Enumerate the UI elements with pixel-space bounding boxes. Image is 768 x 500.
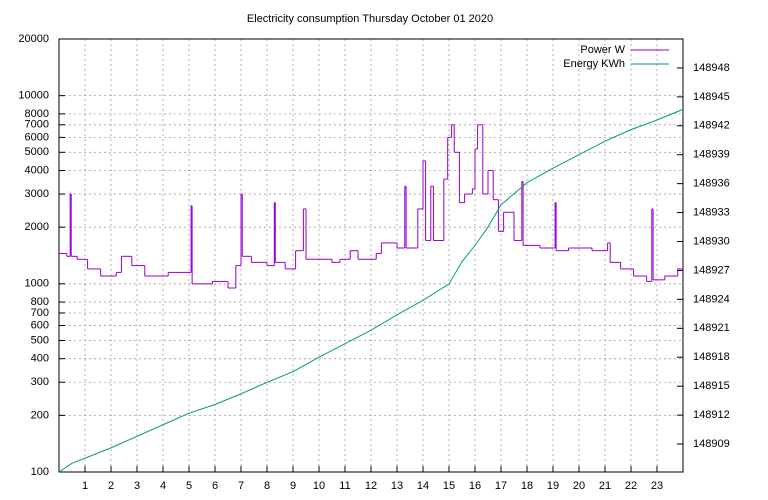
y2-tick-label: 148909 bbox=[693, 438, 730, 450]
x-tick-label: 10 bbox=[313, 480, 325, 492]
plot-frame bbox=[58, 38, 684, 473]
y2-tick-label: 148915 bbox=[693, 380, 730, 392]
y2-tick-label: 148936 bbox=[693, 178, 730, 190]
y-tick-label: 6000 bbox=[25, 131, 49, 143]
y-tick-label: 100 bbox=[31, 466, 49, 478]
x-tick-label: 21 bbox=[599, 480, 611, 492]
y2-tick-label: 148939 bbox=[693, 149, 730, 161]
x-tick-label: 6 bbox=[212, 480, 218, 492]
y2-tick-label: 148927 bbox=[693, 264, 730, 276]
x-tick-label: 3 bbox=[134, 480, 140, 492]
y-tick-label: 500 bbox=[31, 334, 49, 346]
legend-label: Power W bbox=[580, 44, 625, 56]
x-tick-label: 1 bbox=[82, 480, 88, 492]
x-tick-label: 19 bbox=[547, 480, 559, 492]
y2-tick-label: 148942 bbox=[693, 120, 730, 132]
y-tick-label: 2000 bbox=[25, 221, 49, 233]
x-tick-label: 23 bbox=[651, 480, 663, 492]
y2-tick-label: 148924 bbox=[693, 293, 730, 305]
x-tick-label: 20 bbox=[573, 480, 585, 492]
legend-label: Energy KWh bbox=[563, 58, 625, 70]
y-tick-label: 300 bbox=[31, 376, 49, 388]
y-tick-label: 4000 bbox=[25, 164, 49, 176]
x-tick-label: 17 bbox=[495, 480, 507, 492]
y2-tick-label: 148930 bbox=[693, 235, 730, 247]
x-tick-label: 18 bbox=[521, 480, 533, 492]
y2-tick-label: 148918 bbox=[693, 351, 730, 363]
y-tick-label: 200 bbox=[31, 409, 49, 421]
x-tick-label: 16 bbox=[469, 480, 481, 492]
x-tick-label: 14 bbox=[417, 480, 429, 492]
y-tick-label: 3000 bbox=[25, 188, 49, 200]
step-riser bbox=[66, 124, 679, 289]
x-tick-label: 2 bbox=[108, 480, 114, 492]
y2-tick-label: 148912 bbox=[693, 409, 730, 421]
x-tick-label: 9 bbox=[290, 480, 296, 492]
x-tick-label: 7 bbox=[238, 480, 244, 492]
y2-tick-label: 148933 bbox=[693, 206, 730, 218]
y2-tick-label: 148921 bbox=[693, 322, 730, 334]
x-tick-label: 5 bbox=[186, 480, 192, 492]
y-tick-label: 7000 bbox=[25, 119, 49, 131]
x-tick-label: 4 bbox=[160, 480, 166, 492]
y-tick-label: 8000 bbox=[25, 108, 49, 120]
x-tick-label: 12 bbox=[365, 480, 377, 492]
y2-tick-label: 148945 bbox=[693, 91, 730, 103]
y-tick-label: 10000 bbox=[18, 90, 49, 102]
x-tick-label: 15 bbox=[443, 480, 455, 492]
y-tick-label: 20000 bbox=[18, 33, 49, 45]
y2-tick-label: 148948 bbox=[693, 62, 730, 74]
y-tick-label: 700 bbox=[31, 307, 49, 319]
y-tick-label: 800 bbox=[31, 296, 49, 308]
energy-line bbox=[58, 108, 684, 473]
y-tick-label: 400 bbox=[31, 353, 49, 365]
chart-title: Electricity consumption Thursday October… bbox=[247, 13, 493, 25]
y-tick-label: 600 bbox=[31, 319, 49, 331]
x-tick-label: 8 bbox=[264, 480, 270, 492]
x-tick-label: 11 bbox=[339, 480, 350, 492]
y-tick-label: 5000 bbox=[25, 146, 49, 158]
y-tick-label: 1000 bbox=[25, 278, 49, 290]
x-tick-label: 22 bbox=[625, 480, 637, 492]
x-tick-label: 13 bbox=[391, 480, 403, 492]
